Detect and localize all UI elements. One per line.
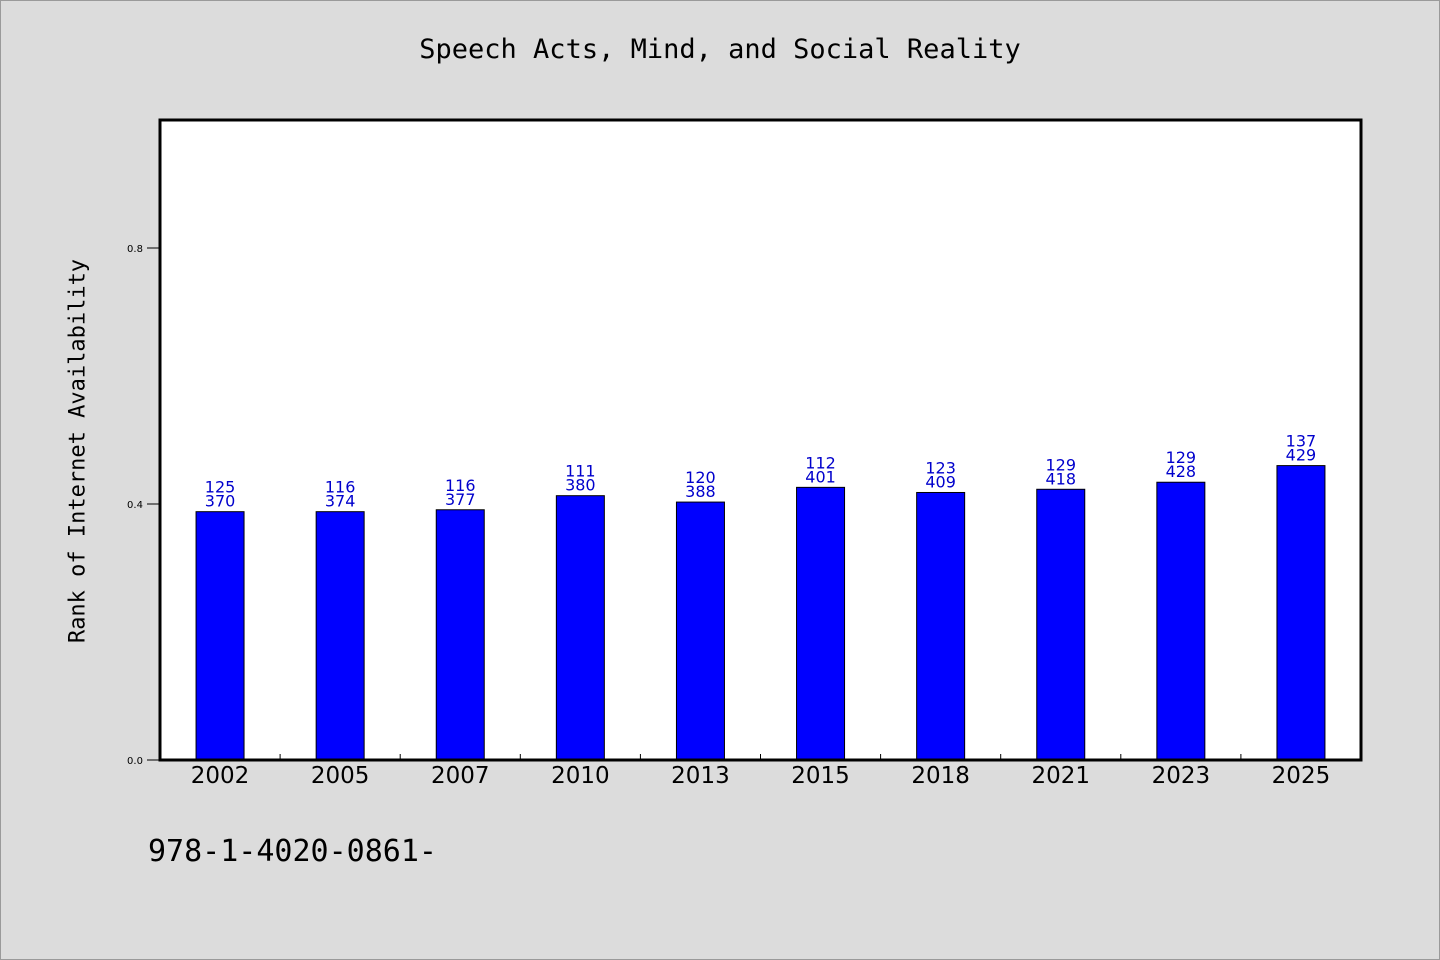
bar-label-bottom: 374 (325, 492, 356, 511)
bar-label-bottom: 370 (205, 492, 236, 511)
bar-label-bottom: 429 (1286, 446, 1317, 465)
bar-label-top: 116 (325, 478, 356, 497)
x-tick-label: 2018 (911, 763, 970, 789)
footnote-isbn: 978-1-4020-0861- (148, 834, 437, 869)
bar (916, 491, 966, 761)
bar (195, 511, 245, 761)
bar-label-top: 129 (1166, 448, 1197, 467)
bar-label-top: 137 (1286, 432, 1317, 451)
bar-label-bottom: 401 (805, 467, 836, 486)
x-tick-label: 2002 (191, 763, 250, 789)
bar (1036, 488, 1086, 761)
bar-label-top: 112 (805, 453, 836, 472)
x-tick-label: 2005 (311, 763, 370, 789)
chart-title: Speech Acts, Mind, and Social Reality (419, 34, 1021, 65)
bar (796, 486, 846, 761)
bar-label-bottom: 409 (925, 472, 956, 491)
y-tick-label: 0.4 (127, 500, 143, 511)
bar-label-top: 116 (445, 476, 476, 495)
bar (1156, 481, 1206, 761)
x-tick-label: 2007 (431, 763, 490, 789)
bar-label-bottom: 388 (685, 482, 716, 501)
x-tick-label: 2010 (551, 763, 610, 789)
bar-label-top: 123 (925, 458, 956, 477)
bar-label-bottom: 377 (445, 490, 476, 509)
y-tick-label: 0.8 (127, 244, 143, 255)
x-tick-label: 2015 (791, 763, 850, 789)
x-tick-label: 2025 (1272, 763, 1331, 789)
x-tick-label: 2013 (671, 763, 730, 789)
bar (555, 495, 605, 761)
bar (1276, 465, 1326, 761)
bar (435, 509, 485, 761)
x-axis: 2002 2005 2007 2010 2013 2015 2018 2021 2023 2025 (191, 754, 1330, 789)
bar-label-bottom: 380 (565, 476, 596, 495)
y-axis: 0.0 0.4 0.8 (127, 244, 160, 767)
y-tick-label: 0.0 (127, 756, 143, 767)
x-tick-label: 2023 (1152, 763, 1211, 789)
plot-frame (158, 118, 1363, 762)
bar-label-top: 111 (565, 462, 596, 481)
bar (315, 511, 365, 761)
bar-label-bottom: 428 (1166, 462, 1197, 481)
bar-label-bottom: 418 (1045, 469, 1076, 488)
x-tick-label: 2021 (1031, 763, 1090, 789)
bar (675, 501, 725, 761)
bar-label-top: 120 (685, 468, 716, 487)
bar-label-top: 125 (205, 478, 236, 497)
bar-label-top: 129 (1045, 455, 1076, 474)
